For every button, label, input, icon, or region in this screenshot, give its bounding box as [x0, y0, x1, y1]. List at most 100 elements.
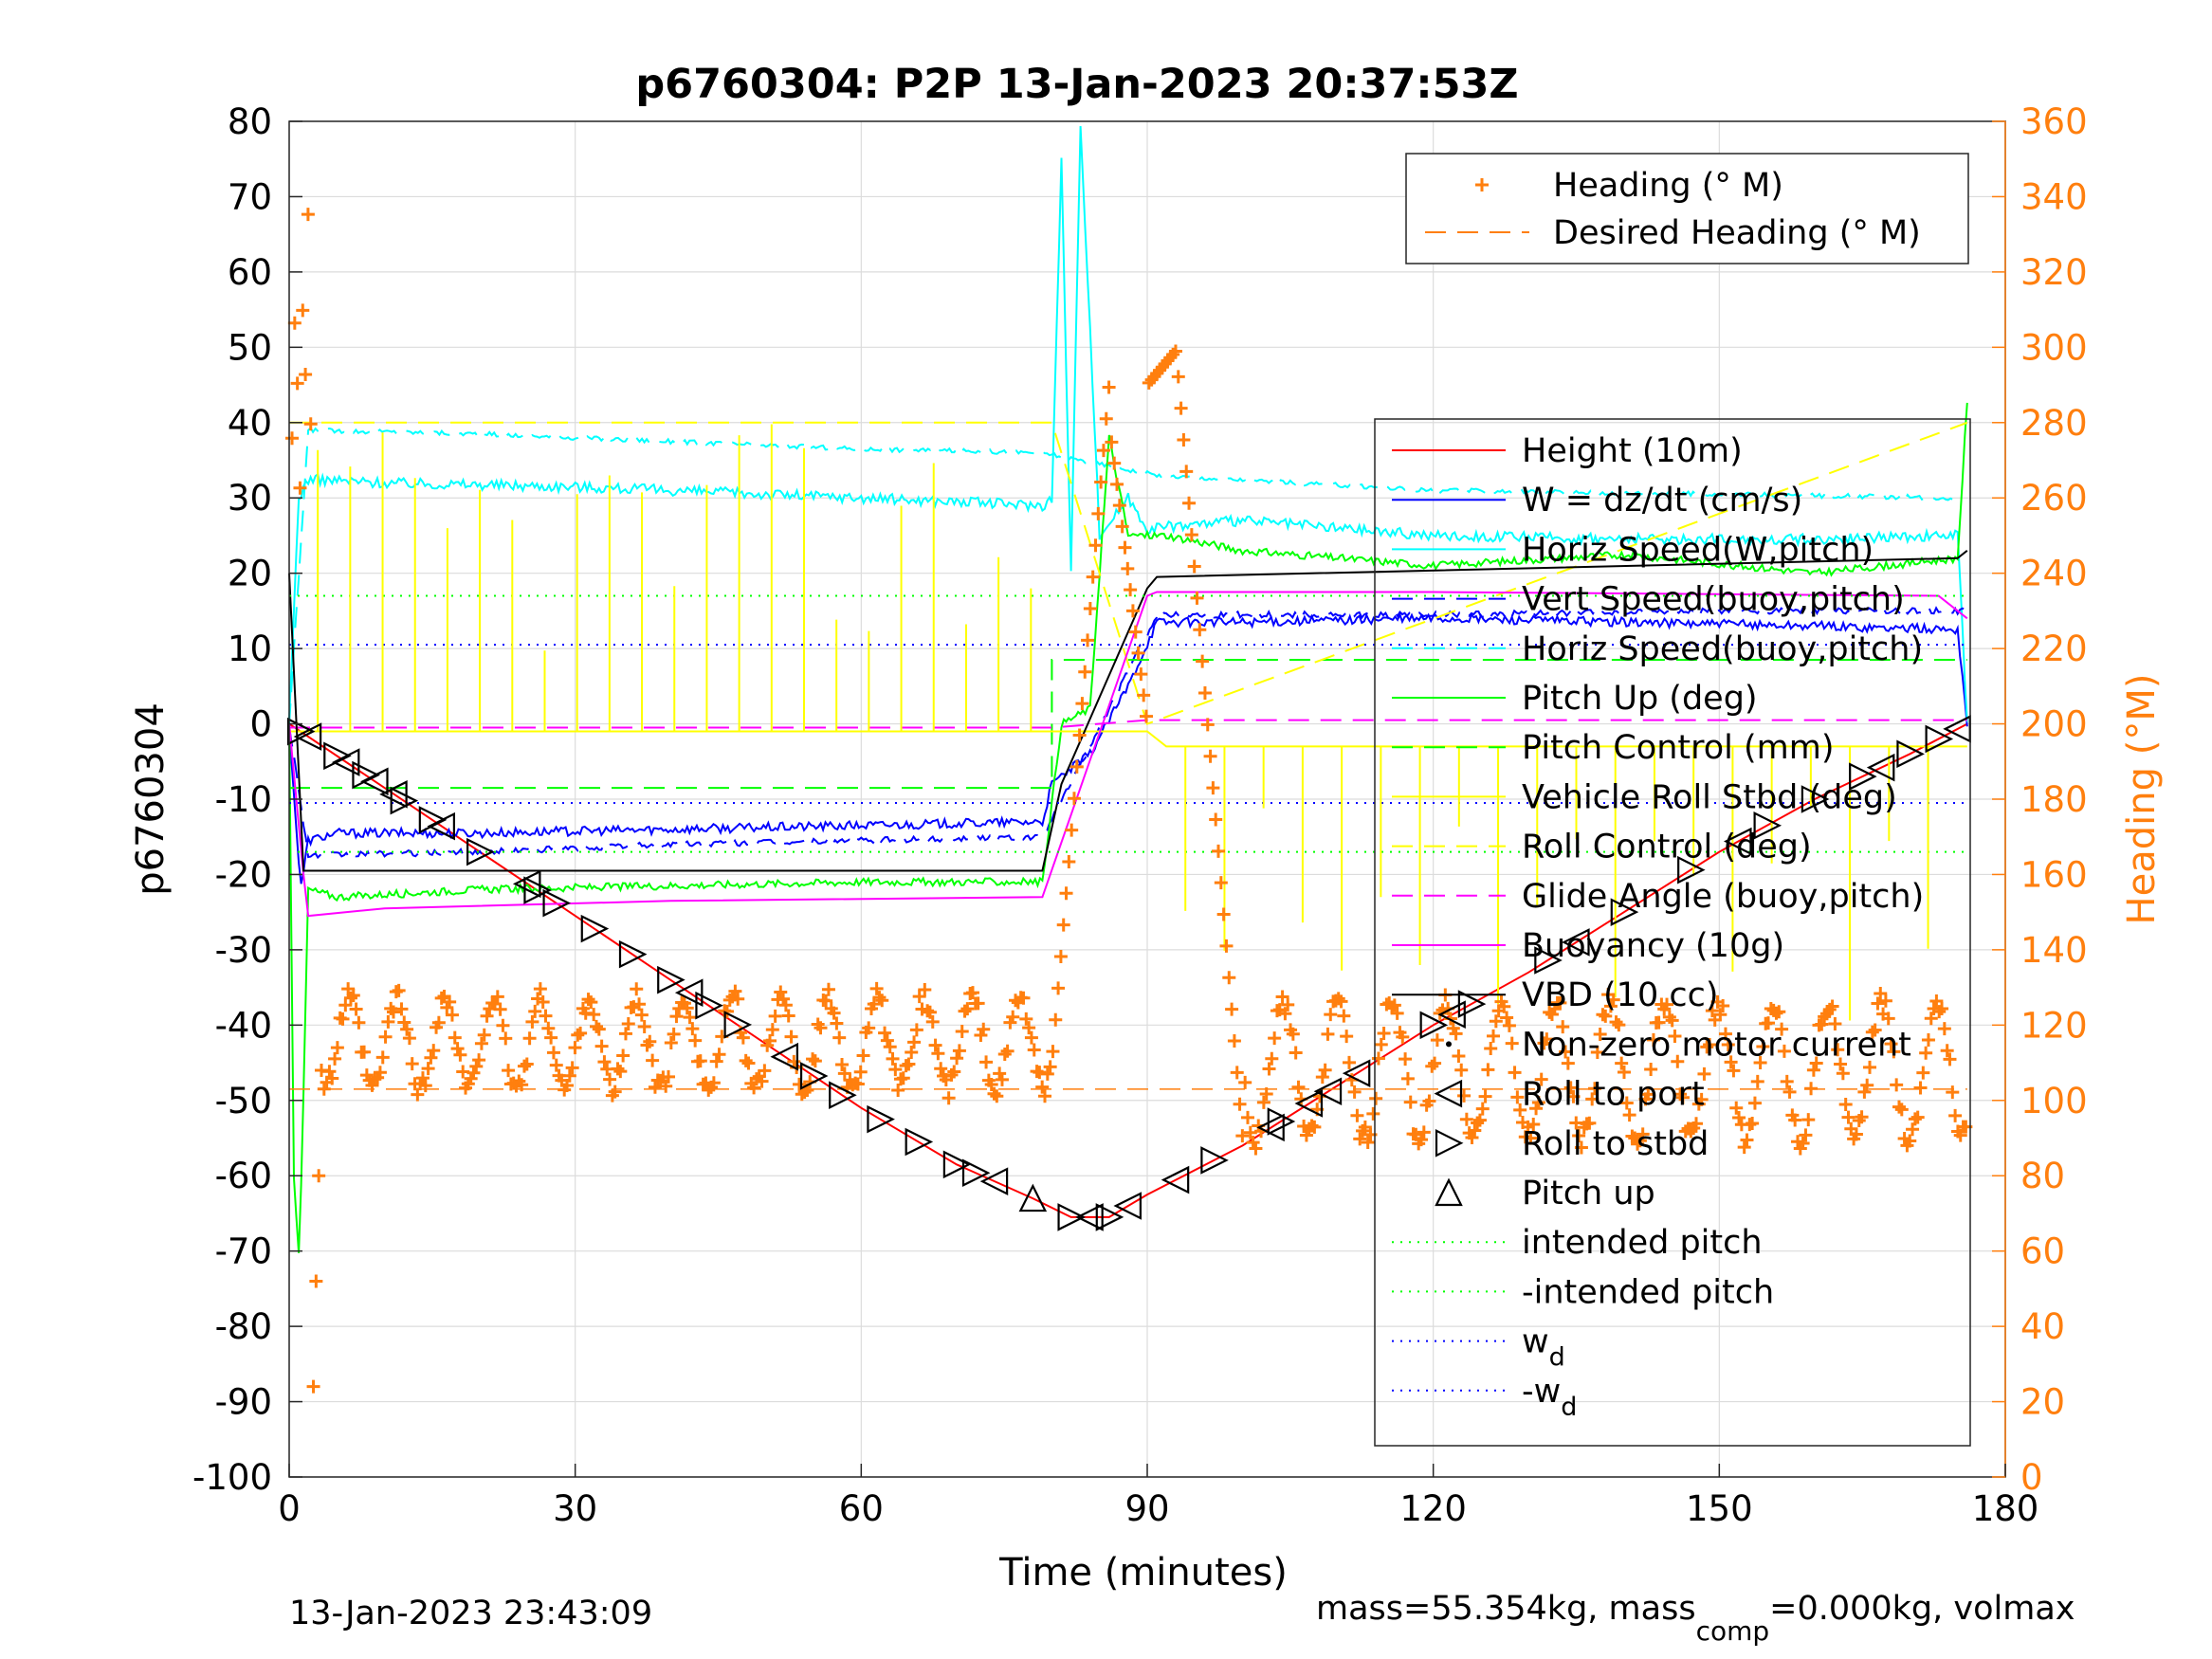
roll-to-stbd-marker	[1267, 1107, 1296, 1136]
heading-point	[448, 1030, 462, 1045]
heading-point	[792, 1077, 806, 1091]
heading-point	[373, 1066, 387, 1080]
heading-point	[1230, 1066, 1244, 1080]
roll-to-stbd-marker	[1200, 1146, 1229, 1175]
heading-point	[1809, 1056, 1823, 1070]
heading-point	[872, 991, 887, 1005]
heading-point	[1718, 1027, 1732, 1041]
heading-point	[709, 1054, 723, 1068]
heading-point	[1174, 401, 1188, 415]
heading-point	[1214, 876, 1228, 890]
heading-point	[1510, 1090, 1525, 1104]
heading-point	[536, 995, 550, 1010]
series-pitch-up-deg	[288, 402, 1968, 1253]
heading-point	[611, 1062, 625, 1076]
heading-point	[1531, 1095, 1545, 1109]
heading-point	[1128, 625, 1143, 639]
heading-point	[643, 1034, 657, 1048]
heading-point	[1259, 1086, 1273, 1101]
heading-point	[1921, 1033, 1935, 1047]
y-tick-label-17: 70	[228, 176, 272, 217]
heading-point	[1713, 1008, 1728, 1022]
heading-point	[1582, 1116, 1597, 1130]
heading-point	[1096, 444, 1110, 458]
heading-point	[669, 1010, 684, 1024]
heading-point	[1868, 1023, 1882, 1037]
heading-point	[1203, 749, 1217, 763]
heading-point	[1563, 1081, 1578, 1095]
roll-to-stbd-marker	[1419, 1011, 1449, 1040]
series-glide-angle-buoy-pitch	[289, 719, 1967, 729]
heading-point	[1366, 1106, 1380, 1121]
heading-point	[878, 1026, 892, 1040]
heading-point	[450, 1042, 465, 1056]
roll-to-stbd-marker	[580, 914, 610, 943]
heading-point	[1593, 1028, 1607, 1042]
heading-point	[418, 1079, 432, 1093]
roll-to-stbd-marker	[695, 991, 723, 1020]
heading-point	[328, 1051, 342, 1066]
heading-point	[1398, 1052, 1413, 1066]
heading-point	[1865, 1025, 1879, 1039]
heading-point	[336, 1012, 350, 1026]
series-vert-speed-buoy-pitch	[288, 606, 1968, 860]
heading-point	[525, 1014, 539, 1029]
heading-point	[411, 1087, 425, 1102]
heading-point	[1265, 1051, 1279, 1066]
y-right-tick-label-0: 0	[2020, 1457, 2043, 1498]
heading-point	[1275, 990, 1289, 1004]
heading-point	[352, 1015, 366, 1030]
y-tick-label-13: 30	[228, 478, 272, 519]
heading-point	[1233, 1097, 1247, 1111]
heading-point	[1609, 1015, 1623, 1030]
heading-point	[1524, 1131, 1538, 1145]
heading-point	[499, 1031, 513, 1046]
heading-point	[1110, 477, 1124, 491]
heading-point	[1574, 1140, 1588, 1155]
heading-point	[472, 1053, 486, 1067]
heading-point	[1465, 1130, 1479, 1144]
heading-point	[1321, 1027, 1335, 1041]
heading-point	[477, 1028, 491, 1042]
heading-point	[562, 1068, 576, 1083]
heading-point	[637, 1020, 651, 1033]
legend-top-label-1: Desired Heading (° M)	[1553, 214, 1921, 252]
heading-point	[1703, 1037, 1717, 1051]
heading-point	[830, 1016, 844, 1030]
heading-point	[469, 1059, 484, 1073]
heading-point	[736, 1030, 750, 1045]
heading-point	[493, 1002, 507, 1016]
roll-to-stbd-marker	[867, 1104, 895, 1134]
heading-point	[1619, 1096, 1634, 1110]
heading-point	[1024, 1030, 1038, 1045]
x-tick-label-3: 90	[1124, 1488, 1169, 1529]
heading-point	[784, 1030, 798, 1044]
heading-point	[394, 1002, 409, 1016]
heading-point	[1641, 1087, 1655, 1102]
heading-point	[434, 991, 448, 1005]
heading-point	[1125, 604, 1140, 618]
roll-to-stbd-marker	[905, 1127, 934, 1157]
heading-point	[1615, 1056, 1629, 1070]
heading-point	[293, 481, 307, 495]
series-buoyancy-10g	[288, 591, 1968, 918]
roll-to-port-marker	[1342, 1059, 1371, 1087]
heading-point	[1906, 1122, 1920, 1137]
roll-to-stbd-marker	[657, 965, 686, 994]
heading-point	[424, 1050, 438, 1065]
heading-point	[993, 1066, 1007, 1081]
heading-point	[1890, 1078, 1904, 1092]
heading-point	[1892, 1100, 1906, 1114]
heading-point	[1065, 823, 1079, 837]
heading-point	[1919, 1046, 1933, 1060]
y-tick-label-1: -90	[215, 1382, 272, 1423]
heading-point	[907, 1035, 922, 1049]
heading-point	[1505, 1036, 1519, 1050]
roll-to-stbd-marker	[1534, 946, 1563, 975]
heading-point	[1646, 1032, 1660, 1047]
roll-to-port-marker	[674, 978, 704, 1007]
heading-point	[720, 1004, 734, 1018]
heading-point	[979, 1055, 994, 1069]
legend-label-sub-18: d	[1549, 1343, 1565, 1373]
heading-point	[814, 1021, 828, 1035]
